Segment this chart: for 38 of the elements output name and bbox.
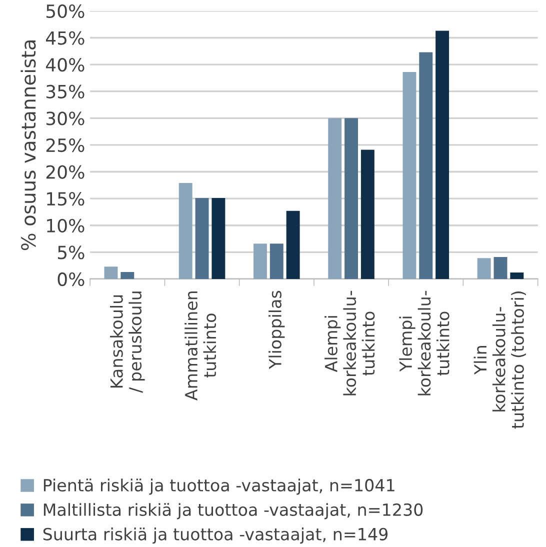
y-tick-label: 35% bbox=[46, 84, 84, 98]
bar bbox=[344, 118, 358, 279]
bar bbox=[212, 198, 226, 279]
x-tick-label: Ylempi korkeakoulu- tutkinto bbox=[399, 290, 450, 396]
y-tick-label: 5% bbox=[58, 246, 84, 260]
y-tick-label: 40% bbox=[46, 58, 84, 72]
x-tick-label: Alempi korkeakoulu- tutkinto bbox=[324, 290, 375, 396]
y-tick-label: 25% bbox=[46, 138, 84, 152]
x-tick-label: Ylin korkeakoulu- tutkinto (tohtori) bbox=[474, 292, 526, 429]
y-tick-label: 10% bbox=[47, 218, 84, 232]
y-axis-title: % osuus vastanneista bbox=[20, 40, 36, 250]
x-tick-label: Ylioppilas bbox=[268, 290, 285, 370]
y-tick-label: 0% bbox=[58, 272, 84, 286]
legend-label: Suurta riskiä ja tuottoa -vastaajat, n=149 bbox=[43, 528, 388, 544]
x-tick-label: Ammatillinen tutkinto bbox=[184, 291, 216, 400]
bar bbox=[120, 272, 134, 279]
bar bbox=[510, 272, 524, 279]
bar bbox=[253, 244, 267, 279]
y-tick-label: 30% bbox=[46, 112, 84, 126]
bar bbox=[402, 72, 416, 279]
y-tick-label: 45% bbox=[46, 31, 84, 45]
legend-label: Pientä riskiä ja tuottoa -vastaajat, n=1041 bbox=[44, 478, 394, 495]
bar bbox=[178, 183, 192, 279]
y-tick-label: 15% bbox=[47, 192, 84, 206]
bar bbox=[419, 52, 433, 279]
y-tick-label: 50% bbox=[46, 4, 84, 18]
legend-label: Maltillista riskiä ja tuottoa -vastaajat, n=1230 bbox=[44, 503, 423, 520]
bar bbox=[494, 256, 508, 279]
bar bbox=[328, 118, 342, 279]
bar bbox=[286, 210, 300, 279]
bar bbox=[104, 266, 118, 279]
bar bbox=[270, 244, 284, 279]
bar bbox=[360, 150, 374, 279]
bar bbox=[195, 198, 209, 279]
bar bbox=[436, 30, 450, 279]
bar bbox=[477, 258, 491, 279]
y-tick-label: 20% bbox=[46, 165, 84, 179]
x-tick-label: Kansakoulu / peruskoulu bbox=[110, 292, 145, 393]
